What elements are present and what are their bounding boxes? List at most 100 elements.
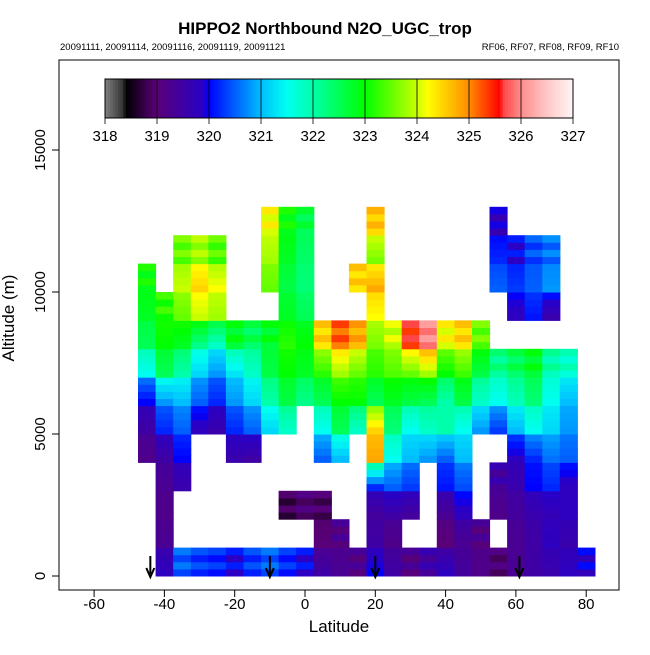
heatmap-cell (331, 348, 350, 357)
heatmap-cell (261, 348, 280, 357)
heatmap-cell (296, 327, 315, 336)
heatmap-cell (243, 327, 262, 336)
colorbar-tick-label: 319 (144, 128, 169, 145)
heatmap-cell (208, 391, 227, 399)
colorbar-swatch (128, 79, 132, 118)
heatmap-cell (155, 448, 174, 456)
heatmap-cell (366, 306, 385, 314)
heatmap-cell (190, 384, 209, 392)
heatmap-cell (155, 533, 174, 541)
colorbar-swatch (380, 79, 384, 118)
heatmap-cell (313, 497, 332, 506)
colorbar-swatch (112, 79, 116, 118)
heatmap-cell (507, 370, 526, 378)
heatmap-cell (419, 455, 438, 463)
heatmap-cell (507, 448, 526, 456)
colorbar-swatch (365, 79, 368, 118)
colorbar-swatch (515, 79, 519, 118)
heatmap-cell (401, 355, 420, 364)
heatmap-cell (401, 341, 420, 350)
heatmap-cell (261, 341, 280, 350)
colorbar-swatch (406, 79, 410, 118)
heatmap-cell (454, 405, 473, 414)
heatmap-cell (138, 412, 157, 421)
heatmap-cell (366, 533, 385, 541)
heatmap-cell (366, 434, 385, 442)
heatmap-cell (384, 398, 403, 407)
heatmap-cell (436, 554, 455, 563)
heatmap-cell (190, 270, 209, 279)
heatmap-cell (296, 398, 315, 407)
heatmap-cell (331, 377, 350, 385)
heatmap-cell (313, 540, 332, 549)
heatmap-cell (524, 426, 543, 435)
heatmap-cell (331, 334, 350, 343)
heatmap-cell (577, 568, 596, 577)
heatmap-cell (454, 384, 473, 392)
heatmap-cell (489, 568, 508, 577)
heatmap-cell (331, 412, 350, 421)
heatmap-cell (542, 469, 561, 478)
heatmap-cell (524, 377, 543, 385)
heatmap-cell (190, 547, 209, 556)
heatmap-cell (225, 341, 244, 350)
heatmap-cell (155, 490, 174, 499)
heatmap-cell (384, 483, 403, 492)
colorbar-swatch (167, 79, 171, 118)
heatmap-cell (173, 306, 192, 314)
heatmap-cell (173, 412, 192, 421)
heatmap-cell (278, 221, 297, 229)
heatmap-cell (313, 568, 332, 577)
heatmap-cell (278, 363, 297, 371)
heatmap-cell (542, 292, 561, 300)
heatmap-cell (155, 561, 174, 570)
colorbar-swatch (177, 79, 181, 118)
heatmap-cell (436, 519, 455, 527)
heatmap-cell (331, 568, 350, 577)
heatmap-cell (155, 363, 174, 371)
heatmap-cell (155, 476, 174, 485)
heatmap-cell (524, 455, 543, 463)
heatmap-cell (401, 419, 420, 428)
heatmap-cell (454, 568, 473, 577)
heatmap-cell (208, 256, 227, 265)
heatmap-cell (542, 384, 561, 392)
colorbar-swatch (458, 79, 462, 118)
heatmap-cell (436, 469, 455, 478)
heatmap-cell (559, 519, 578, 527)
heatmap-cell (155, 455, 174, 463)
heatmap-cell (454, 363, 473, 371)
colorbar-swatch (401, 79, 405, 118)
heatmap-cell (243, 561, 262, 570)
heatmap-cell (313, 363, 332, 371)
heatmap-cell (542, 256, 561, 265)
heatmap-cell (173, 299, 192, 307)
heatmap-cell (331, 561, 350, 570)
heatmap-cell (208, 384, 227, 392)
heatmap-cell (559, 512, 578, 520)
colorbar-swatch (518, 79, 522, 118)
heatmap-cell (155, 377, 174, 385)
heatmap-cell (261, 249, 280, 257)
heatmap-cell (489, 497, 508, 506)
heatmap-cell (155, 405, 174, 414)
heatmap-cell (454, 391, 473, 399)
colorbar-swatch (240, 79, 244, 118)
heatmap-cell (384, 547, 403, 556)
colorbar-swatch (466, 79, 470, 118)
heatmap-cell (278, 249, 297, 257)
heatmap-cell (524, 412, 543, 421)
heatmap-cell (489, 405, 508, 414)
heatmap-cell (331, 434, 350, 442)
heatmap-cell (296, 547, 315, 556)
heatmap-cell (542, 455, 561, 463)
heatmap-cell (524, 540, 543, 549)
heatmap-cell (173, 235, 192, 243)
colorbar-swatch (315, 79, 319, 118)
heatmap-cell (401, 348, 420, 357)
heatmap-cell (243, 426, 262, 435)
colorbar-swatch (461, 79, 465, 118)
heatmap-cell (296, 561, 315, 570)
heatmap-cell (296, 363, 315, 371)
heatmap-cell (472, 419, 491, 428)
